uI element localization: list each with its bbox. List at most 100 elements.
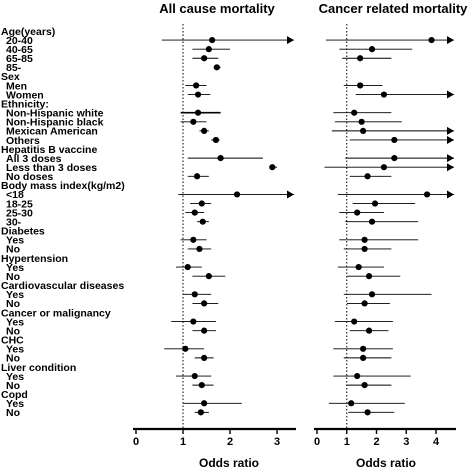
point-estimate [368,218,376,225]
point-estimate [368,46,376,53]
point-estimate [380,164,388,171]
point-estimate [368,291,376,298]
row-label: No doses [6,171,53,183]
point-estimate [190,118,197,125]
row-label: 18-25 [6,198,33,210]
x-tick-label: 4 [433,436,440,448]
group-label: Body mass index(kg/m2) [1,180,125,192]
point-estimate [365,273,373,280]
ci-arrow [447,36,454,45]
point-estimate [184,263,191,271]
row-label: Men [6,80,27,92]
point-estimate [348,400,355,407]
x-tick-label: 0 [314,436,320,448]
point-estimate [364,409,371,416]
x-axis-label: Odds ratio [199,456,259,470]
point-estimate [194,109,202,116]
row-label: 85- [6,62,22,74]
point-estimate [361,382,368,389]
group-label: Copd [1,389,28,401]
row-labels: Age(years)20-4040-6565-8585-SexMenWomenE… [1,26,125,419]
point-estimate [197,409,204,416]
point-estimate [361,236,368,243]
point-estimate [355,263,362,271]
x-tick-label: 1 [180,436,186,448]
row-label: 25-30 [6,207,33,219]
row-label: 65-85 [6,53,33,65]
point-estimate [380,91,388,98]
group-label: Sex [1,71,20,83]
x-tick-label: 0 [133,436,139,448]
row-label: 20-40 [6,35,33,47]
x-tick-label: 3 [274,436,280,448]
point-estimate [201,354,208,361]
point-estimate [428,36,435,44]
x-tick-label: 2 [373,436,379,448]
row-label: Mexican American [6,126,98,138]
row-label: Yes [6,289,24,301]
row-label: No [6,353,20,365]
point-estimate [194,91,202,98]
ci-arrow [447,163,454,172]
point-estimate [194,173,201,180]
point-estimate [198,382,205,389]
row-label: All 3 doses [6,153,62,165]
group-label: Hepatitis B vaccine [1,144,97,156]
group-label: Age(years) [1,26,55,38]
point-estimate [360,127,367,134]
group-label: Cardiovascular diseases [1,280,124,292]
point-estimate [354,209,361,216]
group-label: Cancer or malignancy [1,307,111,319]
ci-arrow [287,190,294,199]
group-label: Diabetes [1,226,45,238]
point-estimate [191,372,198,380]
group-label: CHC [1,335,24,347]
row-label: Less than 3 doses [6,162,97,174]
row-label: Others [6,135,40,147]
point-estimate [212,136,219,144]
row-label: Yes [6,316,24,328]
point-estimate [360,345,367,352]
group-label: Hypertension [1,253,68,265]
point-estimate [209,36,216,44]
row-label: 40-65 [6,44,33,56]
point-estimate [361,245,368,253]
point-estimate [201,55,208,62]
point-estimate [190,236,197,243]
point-estimate [391,155,398,162]
point-estimate [201,327,208,334]
panel-cancer-related-mortality: Cancer related mortality Odds ratio 0 1 2 3… [314,1,468,470]
point-estimate [233,191,241,198]
x-tick-label: 1 [344,436,350,448]
row-label: Yes [6,371,24,383]
ci-arrow [287,36,294,45]
row-label: No [6,271,20,283]
point-estimate [190,318,197,325]
row-label: Non-Hispanic white [6,108,104,120]
point-estimate [423,191,431,198]
row-label: No [6,244,20,256]
row-label: No [6,298,20,310]
point-estimate [371,200,379,207]
point-estimate [217,155,224,162]
point-estimate [201,400,208,407]
row-label: Yes [6,398,24,410]
point-estimate [358,118,365,125]
point-estimate [213,64,220,71]
point-estimate [351,318,358,325]
x-axis-label: Odds ratio [356,456,416,470]
point-estimate [193,82,200,89]
panel-title: All cause mortality [159,1,275,16]
row-label: Yes [6,262,24,274]
group-label: Liver condition [1,362,76,374]
point-estimate [201,127,208,134]
ci-arrow [447,190,454,199]
point-estimate [196,245,203,253]
ci-arrow [447,90,454,99]
point-estimate [198,200,205,207]
point-estimate [199,218,206,225]
x-tick-label: 3 [403,436,409,448]
point-estimate [354,372,361,380]
row-label: 30- [6,216,22,228]
